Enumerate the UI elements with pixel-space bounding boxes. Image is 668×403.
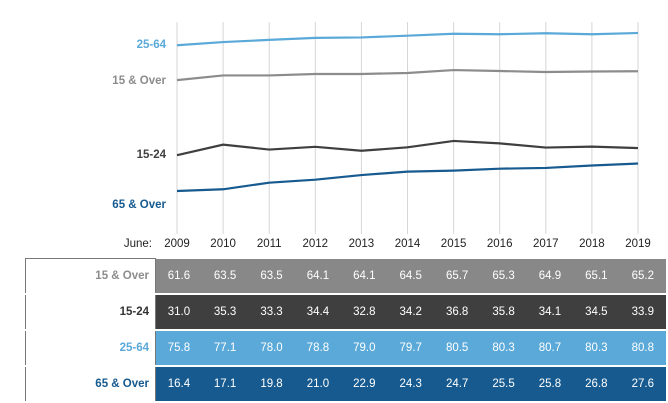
- table-cell: 34.4: [294, 294, 342, 330]
- table-cell: 64.5: [387, 258, 434, 294]
- table-cell: 34.5: [573, 294, 620, 330]
- x-tick-label: 2017: [533, 238, 559, 250]
- table-cell: 63.5: [201, 258, 249, 294]
- gridlines: [176, 22, 639, 234]
- table-cell: 21.0: [294, 366, 342, 402]
- table-cell: 26.8: [573, 366, 620, 402]
- table-cell: 79.7: [387, 330, 434, 366]
- table-cell: 65.3: [480, 258, 527, 294]
- x-tick-label: 2014: [395, 238, 421, 250]
- table-cell: 34.1: [526, 294, 574, 330]
- row-label: 65 & Over: [25, 365, 156, 403]
- table-cell: 63.5: [248, 258, 295, 294]
- table-cell: 35.3: [201, 294, 249, 330]
- table-cell: 65.7: [433, 258, 481, 294]
- x-tick-label: 2015: [441, 238, 467, 250]
- table-cell: 17.1: [201, 366, 249, 402]
- table-row: 65 & Over 16.4 17.1 19.8 21.0 22.9 24.3 24.7 25.…: [25, 365, 666, 403]
- x-tick-label: 2019: [625, 238, 651, 250]
- table-cell: 24.7: [433, 366, 481, 402]
- series-label: 15 & Over: [112, 75, 166, 87]
- x-tick-label: 2018: [579, 238, 605, 250]
- series-line-1: [176, 68, 639, 82]
- series-label: 25-64: [137, 39, 167, 51]
- table-cell: 24.3: [387, 366, 434, 402]
- table-cell: 16.4: [155, 366, 202, 402]
- x-tick-label: 2016: [487, 238, 513, 250]
- table-cell: 61.6: [155, 258, 202, 294]
- table-cell: 80.3: [573, 330, 620, 366]
- table-cell: 32.8: [341, 294, 388, 330]
- table-row: 15 & Over 61.6 63.5 63.5 64.1 64.1 64.5 65.7 65.…: [25, 258, 666, 295]
- x-axis-title: June:: [124, 238, 152, 250]
- row-label: 25-64: [25, 329, 156, 367]
- series-line-0: [176, 31, 639, 47]
- table-cell: 80.3: [480, 330, 527, 366]
- table-cell: 34.2: [387, 294, 434, 330]
- table-cell: 25.8: [526, 366, 574, 402]
- series-line-2: [176, 139, 639, 157]
- table-cell: 78.8: [294, 330, 342, 366]
- row-label: 15-24: [25, 293, 156, 331]
- table-cell: 77.1: [201, 330, 249, 366]
- table-cell: 19.8: [248, 366, 295, 402]
- table-cell: 35.8: [480, 294, 527, 330]
- table-cell: 65.1: [573, 258, 620, 294]
- x-tick-label: 2013: [349, 238, 375, 250]
- table-cell: 33.3: [248, 294, 295, 330]
- data-table: 15 & Over 61.6 63.5 63.5 64.1 64.1 64.5 65.7 65.…: [25, 258, 666, 403]
- table-cell: 22.9: [341, 366, 388, 402]
- table-cell: 36.8: [433, 294, 481, 330]
- table-cell: 78.0: [248, 330, 295, 366]
- table-cell: 80.7: [526, 330, 574, 366]
- x-tick-label: 2011: [257, 238, 282, 250]
- x-tick-label: 2012: [303, 238, 329, 250]
- table-cell: 31.0: [155, 294, 202, 330]
- table-cell: 25.5: [480, 366, 527, 402]
- table-cell: 64.1: [341, 258, 388, 294]
- line-chart: 25-64 15 & Over 15-24 65 & Over June: 2009 201…: [112, 22, 651, 250]
- table-cell: 75.8: [155, 330, 202, 366]
- table-row: 25-64 75.8 77.1 78.0 78.8 79.0 79.7 80.5 80.3 80.…: [25, 329, 666, 367]
- row-label: 15 & Over: [25, 258, 156, 295]
- table-cell: 64.1: [294, 258, 342, 294]
- series-label: 15-24: [137, 149, 167, 161]
- table-cell: 79.0: [341, 330, 388, 366]
- table-cell: 80.8: [619, 330, 666, 366]
- table-cell: 64.9: [526, 258, 574, 294]
- series-label: 65 & Over: [112, 199, 166, 211]
- table-cell: 33.9: [619, 294, 666, 330]
- table-cell: 27.6: [619, 366, 666, 402]
- series-line-3: [176, 162, 639, 193]
- table-cell: 65.2: [619, 258, 666, 294]
- x-tick-label: 2010: [210, 238, 236, 250]
- table-row: 15-24 31.0 35.3 33.3 34.4 32.8 34.2 36.8 35.8 34.…: [25, 293, 666, 331]
- table-cell: 80.5: [433, 330, 481, 366]
- x-tick-label: 2009: [164, 238, 190, 250]
